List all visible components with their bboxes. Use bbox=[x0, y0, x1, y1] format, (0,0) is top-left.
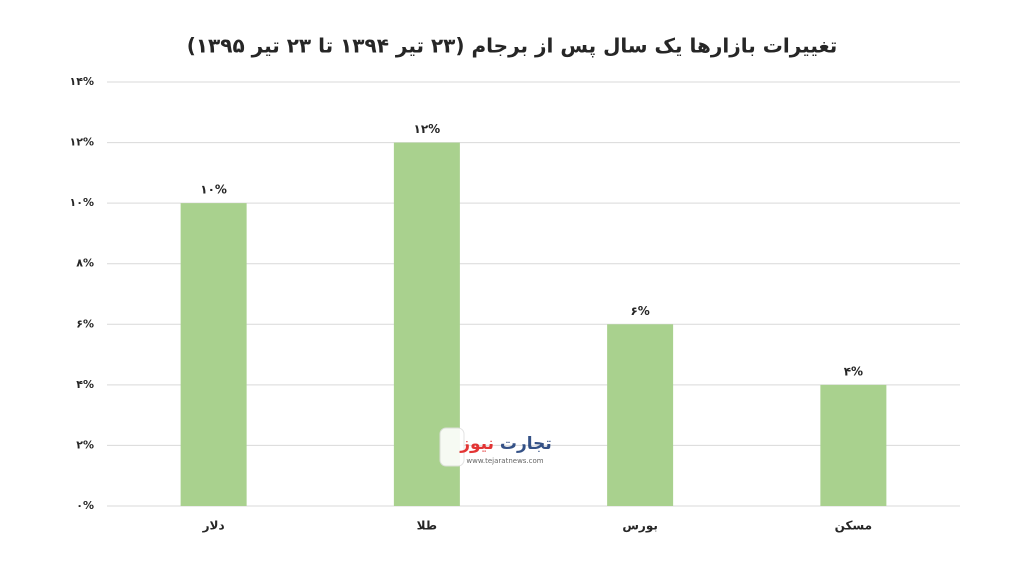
y-tick-label: ۲% bbox=[76, 438, 94, 451]
chart-title: تغییرات بازارها یک سال پس از برجام (۲۳ ت… bbox=[187, 34, 838, 59]
y-tick-label: ۴% bbox=[76, 378, 94, 391]
value-label: ۶% bbox=[630, 304, 649, 318]
y-tick-label: ۰% bbox=[76, 499, 94, 512]
x-tick-label: طلا bbox=[417, 519, 437, 533]
bar bbox=[180, 203, 247, 506]
watermark-brand-a: تجارت bbox=[500, 434, 552, 454]
value-label: ۴% bbox=[844, 364, 863, 378]
y-tick-label: ۱۰% bbox=[70, 196, 94, 209]
y-tick-label: ۱۲% bbox=[70, 136, 94, 149]
value-label: ۱۲% bbox=[414, 122, 441, 136]
x-tick-label: مسکن bbox=[835, 519, 872, 533]
x-tick-label: دلار bbox=[202, 519, 225, 533]
y-tick-label: ۱۴% bbox=[70, 75, 94, 88]
watermark-url: www.tejaratnews.com bbox=[466, 457, 543, 465]
bar bbox=[607, 324, 674, 506]
watermark-icon bbox=[439, 427, 465, 467]
y-tick-label: ۶% bbox=[76, 317, 94, 330]
value-label: ۱۰% bbox=[200, 183, 227, 197]
y-tick-label: ۸% bbox=[76, 257, 94, 270]
watermark: تجارت نیوز www.tejaratnews.com bbox=[439, 427, 552, 467]
watermark-brand: تجارت نیوز bbox=[459, 434, 552, 454]
bar bbox=[820, 384, 887, 506]
watermark-brand-b: نیوز bbox=[459, 434, 494, 454]
x-tick-label: بورس bbox=[622, 519, 658, 534]
